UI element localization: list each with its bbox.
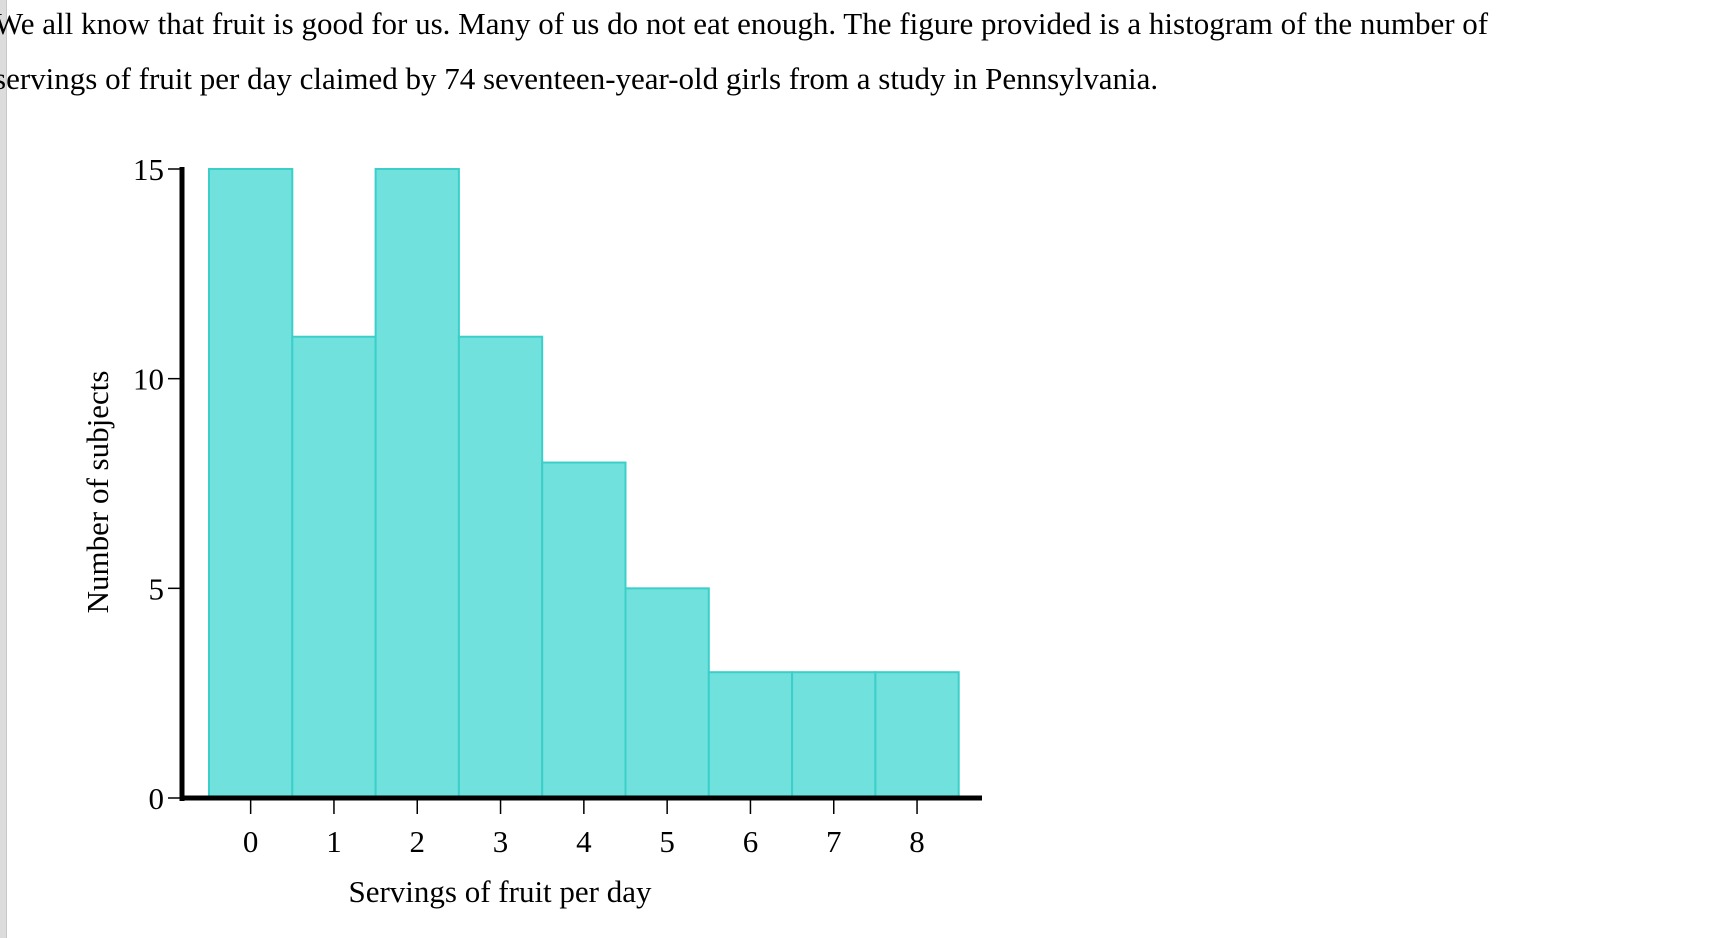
x-tick-label: 7: [826, 824, 842, 859]
histogram-bar-4: [541, 461, 627, 799]
histogram-bars: [208, 168, 960, 800]
x-tick-label: 4: [576, 824, 592, 859]
y-tick-label: 5: [149, 571, 165, 606]
question-text: We all know that fruit is good for us. M…: [0, 0, 1730, 106]
x-axis-label: Servings of fruit per day: [348, 874, 652, 909]
question-line-2: servings of fruit per day claimed by 74 …: [0, 61, 1159, 96]
x-tick-label: 3: [493, 824, 509, 859]
x-tick-label: 2: [410, 824, 426, 859]
histogram-bar-8: [874, 671, 960, 800]
histogram-bar-1: [291, 335, 377, 799]
x-tick-label: 6: [743, 824, 759, 859]
x-tick-label: 0: [243, 824, 259, 859]
x-tick-label: 8: [909, 824, 925, 859]
histogram-bar-2: [374, 168, 460, 799]
histogram-bar-0: [208, 168, 294, 799]
x-axis: 0 1 2 3 4 5 6 7 8: [180, 795, 982, 859]
y-tick-label: 15: [133, 152, 164, 187]
x-tick-label: 5: [659, 824, 675, 859]
histogram-bar-3: [457, 335, 544, 799]
question-line-1: We all know that fruit is good for us. M…: [0, 6, 1489, 41]
page-left-border: [0, 0, 7, 938]
histogram-bar-6: [707, 671, 794, 800]
y-tick-label: 10: [133, 362, 164, 397]
y-axis-label: Number of subjects: [80, 371, 115, 614]
x-tick-label: 1: [326, 824, 342, 859]
histogram-bar-7: [791, 671, 877, 800]
histogram-bar-5: [624, 587, 710, 799]
y-tick-label: 0: [149, 781, 165, 816]
y-axis: 0 5 10 15: [133, 152, 185, 816]
